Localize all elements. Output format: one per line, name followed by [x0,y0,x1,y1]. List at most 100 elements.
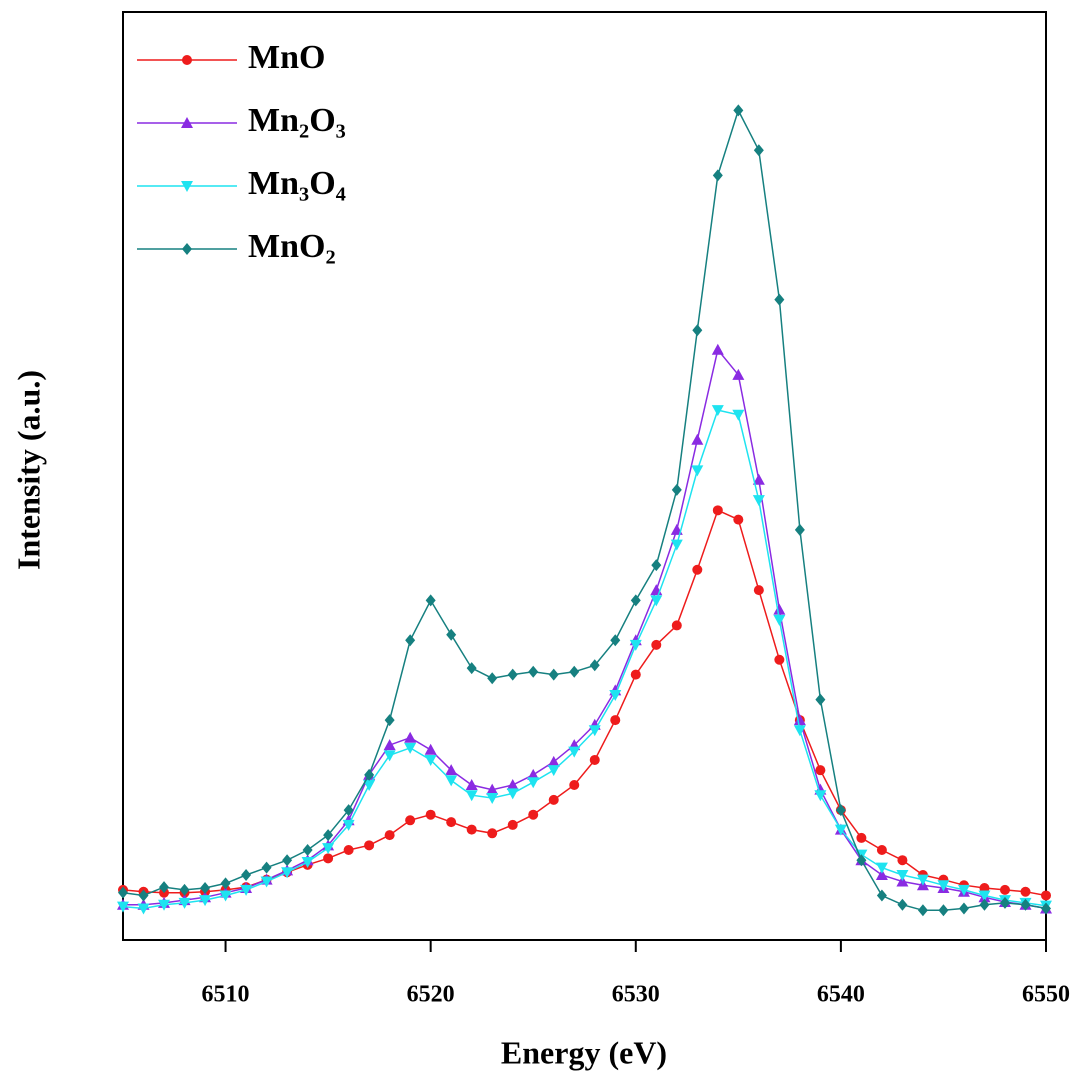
y-axis-label: Intensity (a.u.) [10,370,46,570]
data-point [610,715,621,726]
data-point [527,768,540,780]
x-tick-label: 6550 [1022,982,1070,1008]
data-point [793,725,806,737]
data-point [528,665,539,678]
legend-label: Mn₃O₄ [248,165,346,202]
data-point [815,765,826,776]
data-point [793,714,806,726]
data-point [465,790,478,802]
data-point [383,739,396,751]
data-point [896,870,909,882]
data-point [404,742,417,754]
data-point [199,895,212,907]
data-point [219,890,232,902]
data-point [957,884,970,896]
data-point [629,639,642,651]
legend-label: MnO₂ [248,228,336,265]
data-point [220,877,231,890]
data-point [692,324,703,337]
data-point [917,904,928,917]
legend-label: MnO [248,39,325,76]
data-point [383,750,396,762]
data-point [466,662,477,675]
data-point [875,869,888,881]
data-point [425,809,436,820]
data-point [651,639,662,650]
data-point [671,483,682,496]
data-point [753,144,764,157]
data-point [753,585,764,596]
data-point [752,473,765,485]
data-point [260,876,273,888]
data-point [691,465,704,477]
data-point [424,743,437,755]
data-point [384,714,395,727]
data-point [916,874,929,886]
data-point [364,840,375,851]
data-point [446,817,457,828]
data-point [323,853,334,864]
data-point [569,665,580,678]
data-point [138,889,149,902]
data-point [506,788,519,800]
data-point [261,861,272,874]
data-point [834,824,847,836]
data-point [897,898,908,911]
data-point [671,620,682,631]
plot-frame [122,11,1047,941]
data-point [405,634,416,647]
data-point [937,880,950,892]
data-point [732,368,745,380]
data-point [856,854,867,867]
data-point [711,405,724,417]
series-line [122,509,1047,897]
data-point [241,869,252,882]
data-point [1020,898,1031,911]
legend-marker [181,117,193,128]
data-point [712,169,723,182]
data-point [343,804,354,817]
data-point [384,830,395,841]
data-point [999,884,1010,895]
data-point [200,882,211,895]
data-point [466,824,477,835]
data-point [835,804,846,817]
data-point [446,628,457,641]
series-line [122,409,1047,910]
data-point [773,614,786,626]
data-point [1041,890,1051,901]
data-point [774,293,785,306]
data-point [670,539,683,551]
data-point [487,672,498,685]
data-point [978,890,991,902]
data-point [547,765,560,777]
data-point [958,902,969,915]
data-point [692,564,703,575]
data-point [507,819,518,830]
legend-label: Mn₂O₃ [248,102,346,139]
data-point [588,725,601,737]
data-point [732,409,745,421]
data-point [815,693,826,706]
legend-marker [182,55,192,65]
data-point [118,886,128,899]
data-point [548,794,559,805]
data-point [773,603,786,615]
data-point [814,790,827,802]
data-point [547,755,560,767]
x-tick-label: 6520 [407,982,455,1008]
data-point [322,843,335,855]
legend-marker [182,243,192,255]
data-point [323,829,334,842]
data-point [117,901,129,913]
data-point [486,783,499,795]
data-point [630,594,641,607]
data-point [159,881,170,894]
data-point [938,904,949,917]
x-tick-label: 6510 [202,982,250,1008]
data-point [364,768,375,781]
data-point [711,343,724,355]
data-point [1041,902,1051,915]
data-point [302,843,313,856]
